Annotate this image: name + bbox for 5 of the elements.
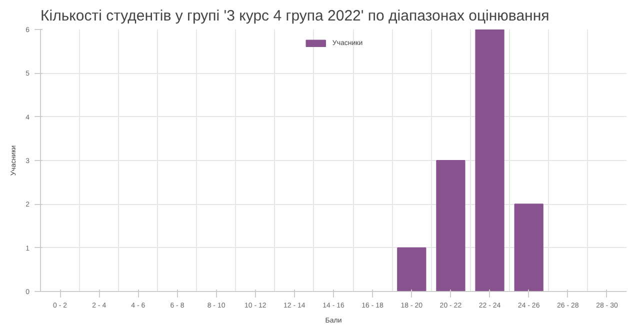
- bar: [436, 160, 466, 292]
- bar: [397, 247, 426, 292]
- chart-title: Кількості студентів у групі '3 курс 4 група 2022' по діапазонах оцінювання: [40, 8, 550, 24]
- bar: [514, 204, 544, 292]
- bar: [475, 30, 504, 292]
